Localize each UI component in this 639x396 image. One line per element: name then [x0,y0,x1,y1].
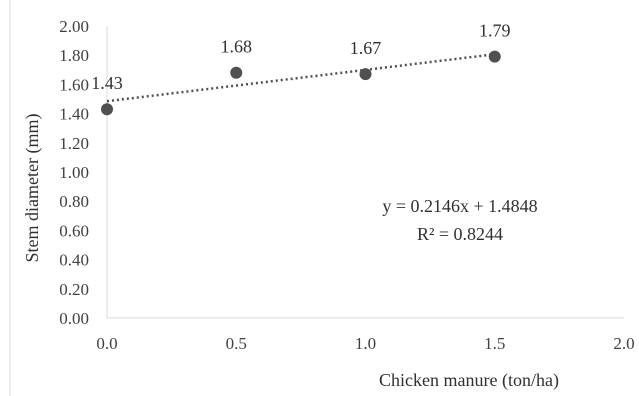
data-label: 1.67 [350,38,382,58]
y-axis-title: Stem diameter (mm) [22,114,43,263]
data-labels: 1.43 1.68 1.67 1.79 [91,21,510,94]
y-tick-label: 0.00 [59,309,89,328]
data-point [101,103,113,116]
x-tick-label: 0.5 [226,334,247,353]
trendline [106,52,495,103]
data-label: 1.43 [91,73,123,93]
data-points [101,50,501,116]
data-label: 1.68 [221,37,253,57]
y-tick-label: 1.20 [59,134,89,153]
y-tick-label: 2.00 [59,17,89,36]
data-point [488,50,501,63]
data-point [230,66,243,79]
y-tick-label: 0.40 [59,251,89,270]
trendline-r-squared: R² = 0.8244 [417,224,503,244]
trendline-equation: y = 0.2146x + 1.4848 [382,196,537,216]
data-point [359,68,372,81]
y-axis-tick-labels: 0.00 0.20 0.40 0.60 0.80 1.00 1.20 1.40 1.60 1.80… [59,17,89,328]
y-tick-label: 0.60 [59,221,89,240]
y-tick-label: 1.40 [59,105,89,124]
x-axis-title: Chicken manure (ton/ha) [379,370,559,391]
y-tick-label: 0.80 [59,192,89,211]
y-tick-label: 1.80 [59,46,89,65]
data-label: 1.79 [479,21,511,41]
x-tick-label: 1.5 [484,334,505,353]
y-tick-label: 1.00 [59,163,89,182]
x-tick-label: 2.0 [613,334,634,353]
y-tick-label: 0.20 [59,280,89,299]
x-axis-tick-labels: 0.0 0.5 1.0 1.5 2.0 [96,334,634,353]
x-tick-label: 0.0 [96,334,117,353]
y-tick-label: 1.60 [59,75,89,94]
x-tick-label: 1.0 [355,334,376,353]
